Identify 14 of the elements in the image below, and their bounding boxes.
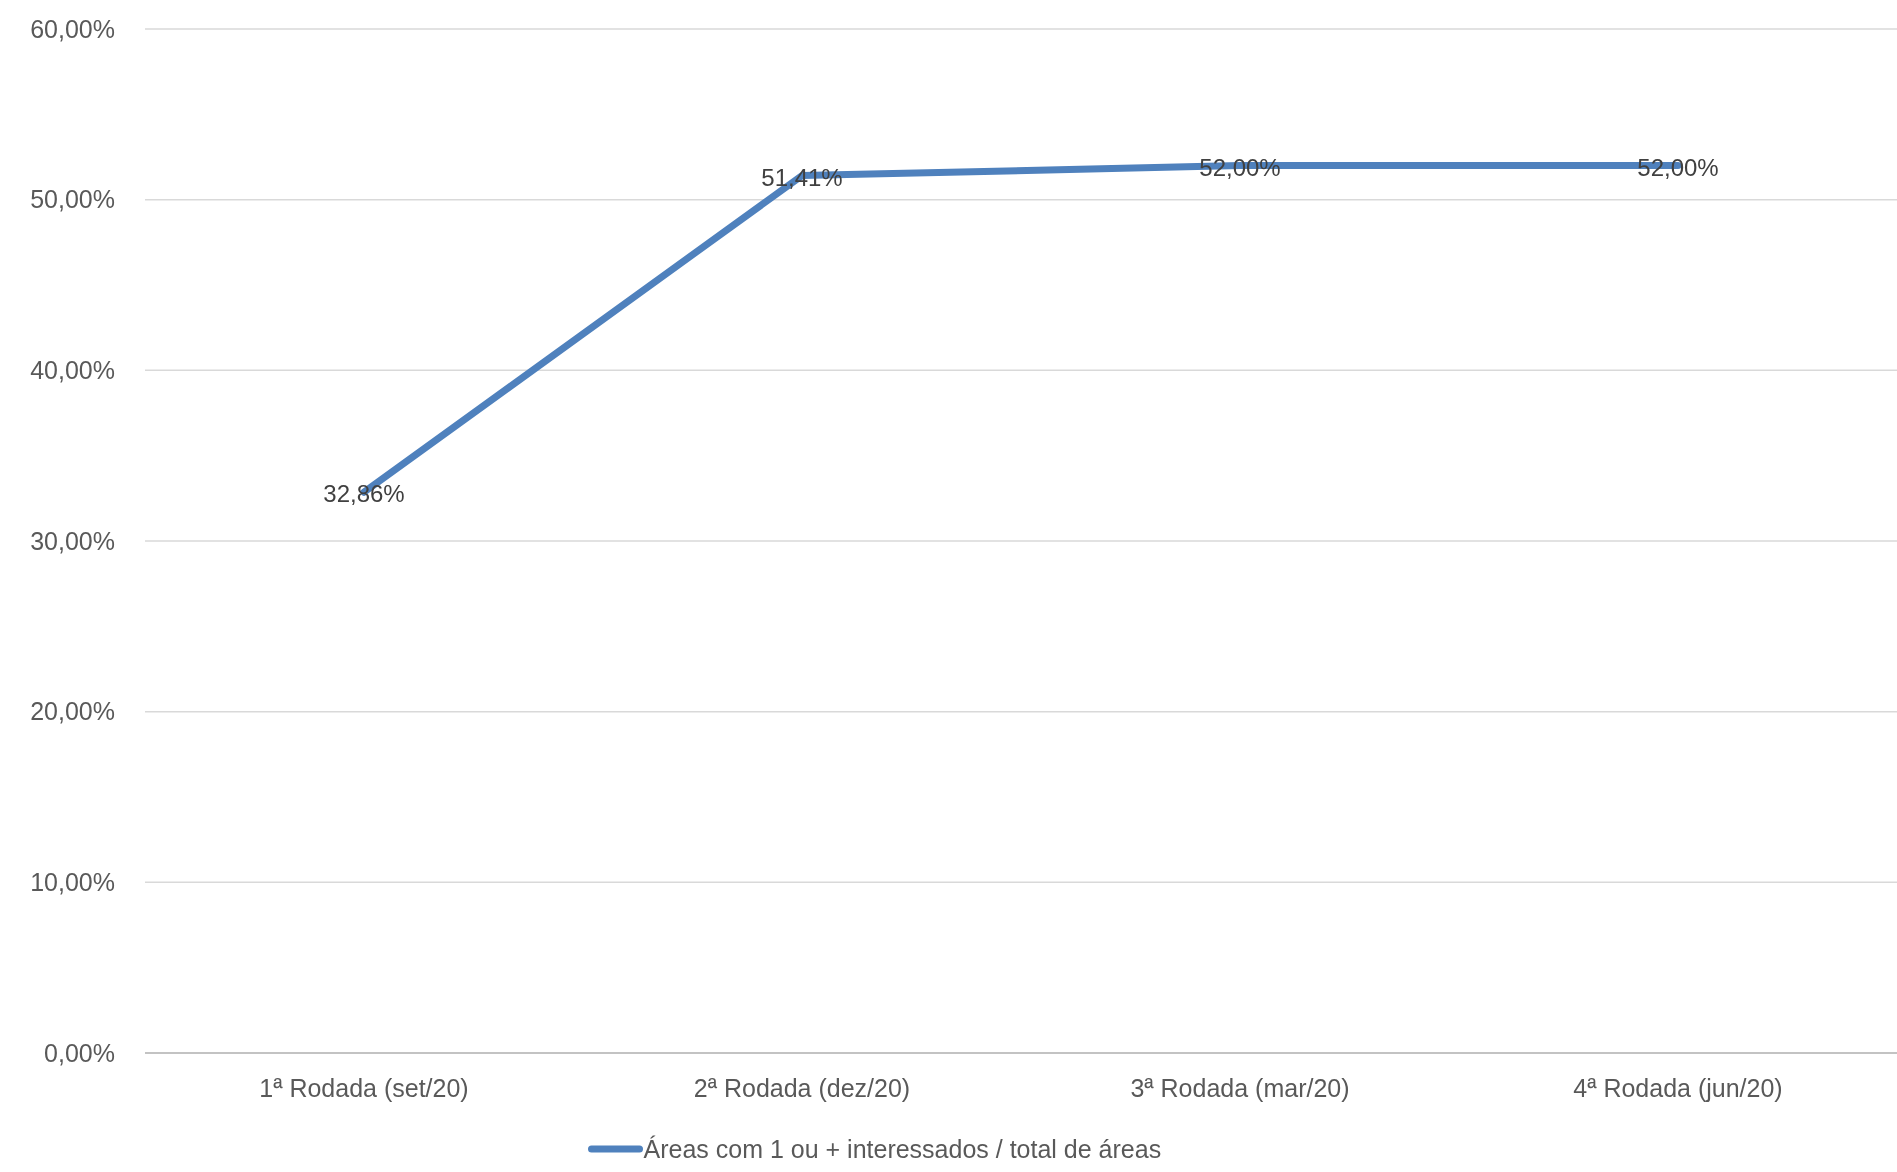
data-label: 32,86%: [323, 480, 405, 508]
x-tick-label: 4ª Rodada (jun/20): [1573, 1074, 1783, 1102]
y-tick-label: 20,00%: [30, 697, 115, 726]
y-tick-label: 60,00%: [30, 14, 115, 43]
y-tick-label: 30,00%: [30, 526, 115, 555]
y-tick-label: 50,00%: [30, 185, 115, 214]
x-tick-label: 2ª Rodada (dez/20): [693, 1074, 911, 1102]
y-tick-label: 10,00%: [30, 868, 115, 897]
y-tick-label: 40,00%: [30, 356, 115, 385]
y-tick-label: 0,00%: [44, 1038, 115, 1067]
legend-label: Áreas com 1 ou + interessados / total de áreas: [643, 1135, 1162, 1163]
x-tick-label: 1ª Rodada (set/20): [259, 1074, 469, 1102]
data-label: 52,00%: [1637, 153, 1719, 181]
x-tick-label: 3ª Rodada (mar/20): [1130, 1074, 1350, 1102]
